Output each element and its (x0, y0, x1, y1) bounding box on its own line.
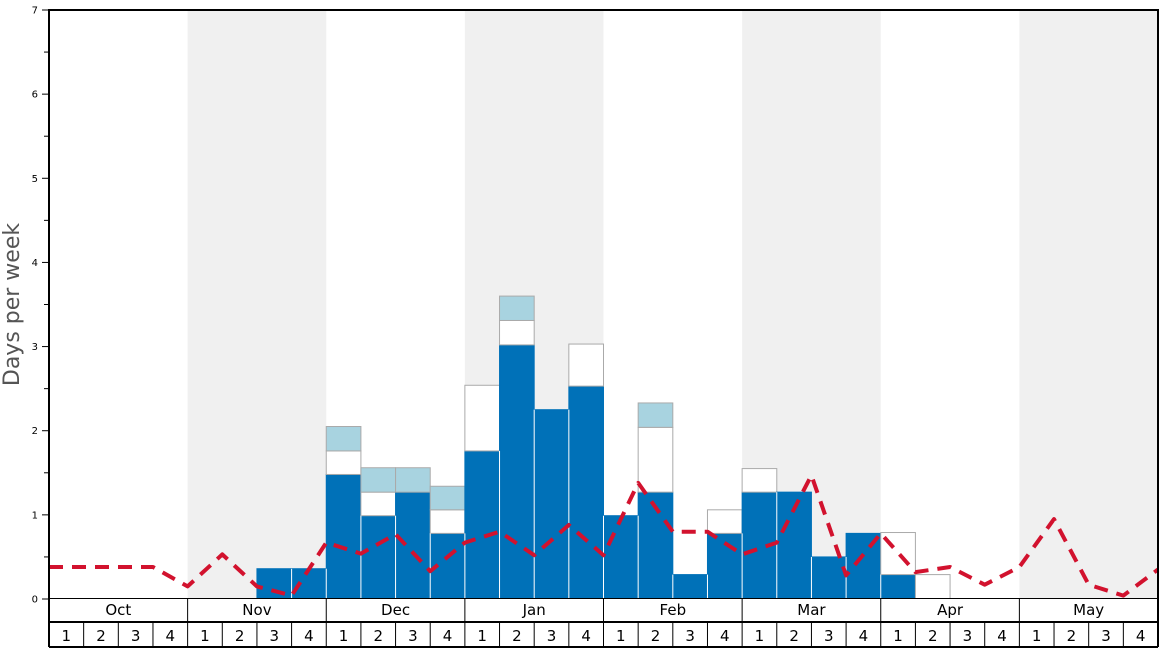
week-label: 3 (269, 627, 279, 645)
week-label: 1 (755, 627, 765, 645)
bar-segment-s1-w11 (395, 491, 431, 600)
bar-segment-s3-w10 (360, 467, 397, 493)
week-label: 3 (824, 627, 834, 645)
week-label: 3 (131, 627, 141, 645)
bar-segment-s3-w18 (637, 402, 674, 428)
week-label: 1 (200, 627, 210, 645)
bar-segment-s1-w8 (291, 568, 327, 600)
y-tick-label: 3 (32, 342, 38, 353)
bar-segment-s2-w20 (706, 509, 743, 534)
week-label: 2 (651, 627, 661, 645)
month-label-nov: Nov (242, 601, 271, 619)
month-label-apr: Apr (937, 601, 964, 619)
bar-segment-s3-w14 (499, 295, 535, 321)
week-label: 2 (96, 627, 106, 645)
bar-segment-s2-w26 (914, 574, 951, 600)
bar-segment-s1-w19 (672, 574, 708, 600)
average-line (49, 473, 1160, 598)
week-label: 1 (893, 627, 903, 645)
bar-segment-s1-w16 (568, 385, 604, 600)
month-band-may (1019, 10, 1158, 599)
bar-segment-s2-w14 (499, 319, 535, 346)
week-label: 2 (928, 627, 938, 645)
bar-segment-s1-w17 (603, 515, 639, 600)
bars-group (256, 295, 951, 600)
bar-segment-s1-w7 (256, 568, 293, 600)
average-line-group (49, 473, 1160, 598)
y-axis-ticks: 0 1 2 3 4 5 6 7 (32, 6, 49, 606)
month-label-dec: Dec (381, 601, 410, 619)
y-tick-label: 6 (32, 90, 38, 101)
week-label: 2 (235, 627, 245, 645)
month-band-nov (187, 10, 327, 599)
week-label: 4 (1136, 627, 1146, 645)
bar-segment-s1-w24 (845, 532, 882, 600)
week-label: 2 (512, 627, 522, 645)
week-label: 2 (373, 627, 383, 645)
x-axis: Oct 1 2 3 4 Nov 1 2 3 4 Dec 1 2 3 4 Jan 1 2 3 4 Feb 1 2 3 4 Mar 1 2… (48, 599, 1159, 648)
week-label: 4 (304, 627, 314, 645)
week-label: 1 (1032, 627, 1042, 645)
bar-segment-s2-w9 (325, 450, 362, 475)
week-label: 4 (997, 627, 1007, 645)
week-label: 3 (1101, 627, 1111, 645)
week-label: 1 (477, 627, 487, 645)
week-label: 3 (963, 627, 973, 645)
y-tick-label: 4 (32, 258, 38, 269)
week-label: 1 (616, 627, 626, 645)
bar-segment-s1-w23 (810, 556, 847, 600)
bar-segment-s3-w9 (325, 426, 362, 452)
y-tick-label: 2 (32, 426, 38, 437)
week-label: 4 (166, 627, 176, 645)
week-label: 4 (859, 627, 869, 645)
month-label-may: May (1073, 601, 1104, 619)
y-tick-label: 5 (32, 174, 38, 185)
week-label: 2 (1067, 627, 1077, 645)
bar-segment-s1-w14 (499, 344, 535, 600)
bar-segment-s2-w16 (568, 343, 604, 387)
bar-segment-s3-w12 (429, 485, 466, 511)
week-label: 1 (62, 627, 72, 645)
bar-segment-s1-w15 (533, 409, 570, 600)
month-label-jan: Jan (522, 601, 546, 619)
month-label-mar: Mar (797, 601, 826, 619)
week-label: 2 (789, 627, 799, 645)
bar-segment-s3-w11 (395, 467, 431, 493)
bar-segment-s2-w10 (360, 491, 397, 517)
week-label: 3 (685, 627, 695, 645)
bar-segment-s1-w9 (325, 473, 362, 600)
week-label: 4 (443, 627, 453, 645)
week-label: 1 (339, 627, 349, 645)
week-label: 4 (720, 627, 730, 645)
bar-segment-s2-w18 (637, 426, 674, 493)
month-label-oct: Oct (105, 601, 131, 619)
week-label: 3 (408, 627, 418, 645)
week-label: 4 (581, 627, 591, 645)
y-tick-label: 7 (32, 6, 38, 17)
bar-segment-s1-w13 (464, 450, 501, 600)
week-label: 3 (547, 627, 557, 645)
y-axis-label: Days per week (0, 223, 25, 386)
y-tick-label: 0 (32, 595, 38, 606)
month-label-feb: Feb (660, 601, 687, 619)
bar-segment-s1-w10 (360, 515, 397, 600)
y-tick-label: 1 (32, 510, 38, 521)
bar-segment-s1-w25 (880, 574, 916, 600)
bar-segment-s2-w21 (741, 468, 778, 493)
bar-segment-s2-w12 (429, 509, 466, 534)
bar-segment-s2-w13 (464, 384, 501, 452)
